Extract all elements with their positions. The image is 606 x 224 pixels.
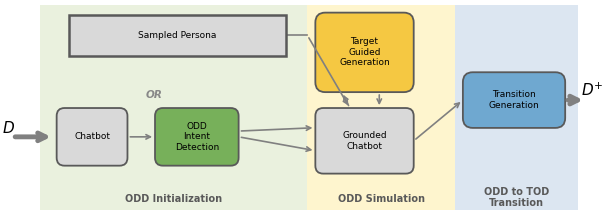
Bar — [455, 5, 578, 210]
Text: Transition
Generation: Transition Generation — [488, 90, 539, 110]
FancyBboxPatch shape — [315, 108, 414, 174]
Text: Chatbot: Chatbot — [74, 132, 110, 141]
Text: $D$: $D$ — [2, 120, 15, 136]
FancyBboxPatch shape — [315, 13, 414, 92]
Bar — [307, 5, 455, 210]
Text: ODD
Intent
Detection: ODD Intent Detection — [175, 122, 219, 152]
FancyBboxPatch shape — [155, 108, 239, 166]
Text: Target
Guided
Generation: Target Guided Generation — [339, 37, 390, 67]
Bar — [70, 15, 286, 56]
Text: $D^{+}$: $D^{+}$ — [581, 82, 604, 99]
Text: Sampled Persona: Sampled Persona — [138, 31, 217, 40]
FancyBboxPatch shape — [56, 108, 127, 166]
Text: ODD to TOD
Transition: ODD to TOD Transition — [484, 187, 549, 208]
FancyBboxPatch shape — [463, 72, 565, 128]
Bar — [40, 5, 307, 210]
Text: Grounded
Chatbot: Grounded Chatbot — [342, 131, 387, 151]
Text: ODD Simulation: ODD Simulation — [338, 194, 425, 205]
Text: ODD Initialization: ODD Initialization — [125, 194, 222, 205]
Text: OR: OR — [145, 90, 162, 100]
